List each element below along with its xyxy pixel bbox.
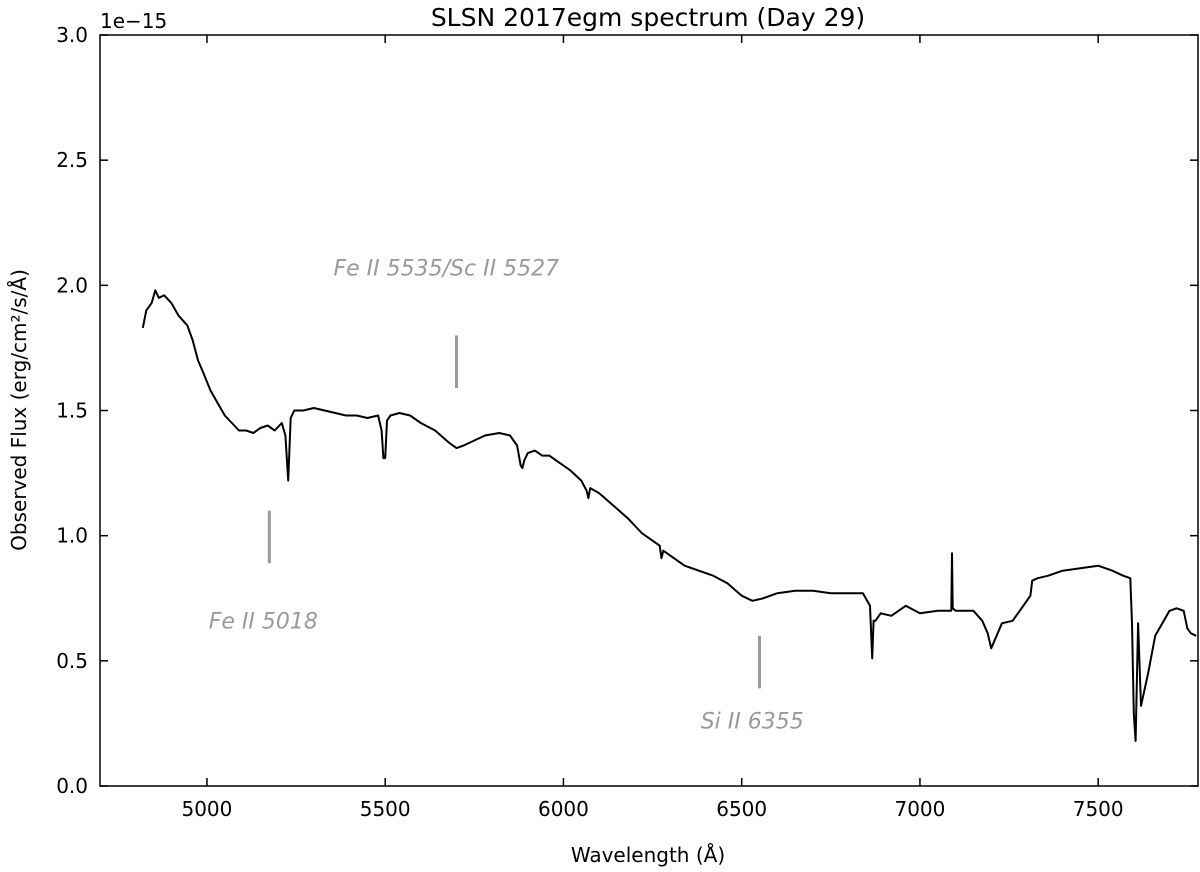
annotation-label: Si II 6355 [701, 709, 804, 734]
y-offset-text: 1e−15 [100, 9, 167, 33]
y-tick-label: 3.0 [56, 23, 88, 47]
y-tick-label: 0.0 [56, 774, 88, 798]
x-tick-label: 7000 [894, 797, 945, 821]
y-axis-label: Observed Flux (erg/cm²/s/Å) [7, 269, 31, 551]
y-tick-label: 1.0 [56, 524, 88, 548]
y-tick-label: 0.5 [56, 649, 88, 673]
y-tick-label: 2.0 [56, 273, 88, 297]
y-axis: 0.0 0.5 1.0 1.5 2.0 2.5 3.0 [56, 23, 1198, 798]
series-line [141, 289, 1197, 742]
x-tick-label: 7500 [1073, 797, 1124, 821]
x-axis: 5000 5500 6000 6500 7000 7500 [181, 35, 1124, 821]
x-tick-label: 5000 [181, 797, 232, 821]
x-tick-label: 5500 [360, 797, 411, 821]
y-tick-label: 2.5 [56, 148, 88, 172]
annotations: Fe II 5535/Sc II 5527 Fe II 5018 Si II 635… [209, 256, 804, 734]
annotation-label: Fe II 5018 [209, 609, 318, 634]
chart-title: SLSN 2017egm spectrum (Day 29) [431, 3, 865, 32]
x-tick-label: 6000 [538, 797, 589, 821]
y-tick-label: 1.5 [56, 399, 88, 423]
plot-frame [99, 34, 1199, 787]
annotation-label: Fe II 5535/Sc II 5527 [334, 256, 560, 281]
x-tick-label: 6500 [716, 797, 767, 821]
x-axis-label: Wavelength (Å) [571, 843, 725, 867]
